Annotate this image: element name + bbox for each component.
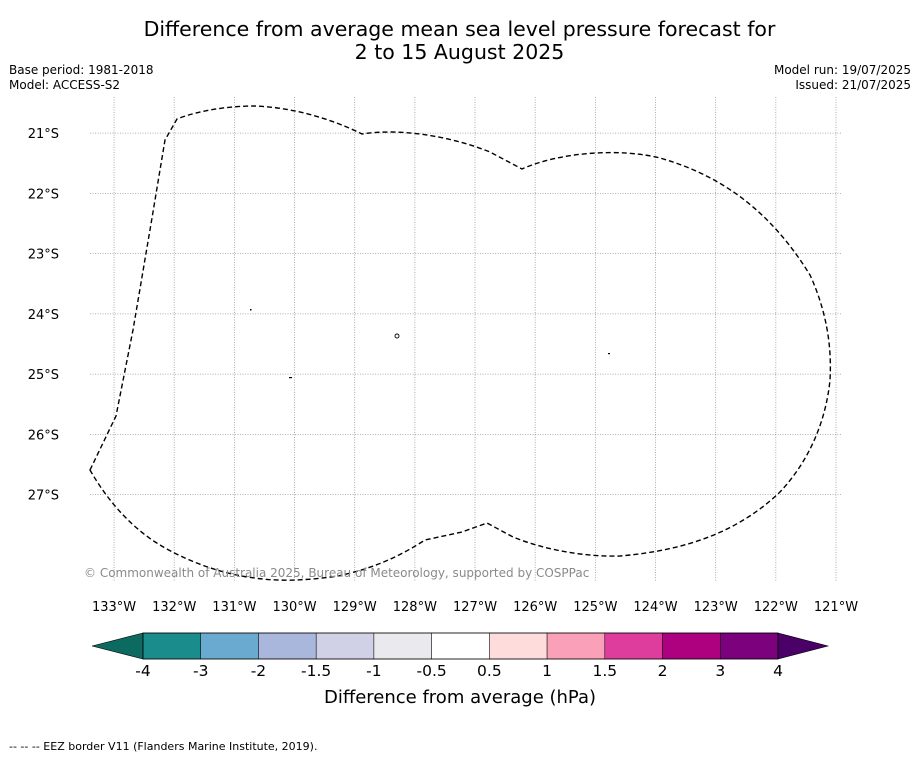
- lat-tick-label: 24°S: [28, 308, 59, 323]
- colorbar-tick-label: -1.5: [301, 662, 331, 680]
- island-mark: [394, 333, 400, 339]
- lat-tick-label: 26°S: [28, 428, 59, 443]
- colorbar-cell: [720, 632, 779, 660]
- colorbar-cell: [431, 632, 490, 660]
- lat-tick-label: 21°S: [28, 127, 59, 142]
- colorbar-tick-label: -1: [366, 662, 381, 680]
- eez-legend-footnote: -- -- -- EEZ border V11 (Flanders Marine…: [9, 740, 318, 753]
- island-mark: [250, 309, 252, 311]
- colorbar-tick-label: 1.5: [592, 662, 617, 680]
- lon-tick-label: 133°W: [92, 600, 136, 615]
- title-line-1: Difference from average mean sea level p…: [143, 17, 776, 41]
- lon-tick-label: 127°W: [453, 600, 497, 615]
- colorbar-outline: [142, 632, 779, 660]
- metadata-right: Model run: 19/07/2025 Issued: 21/07/2025: [774, 63, 911, 93]
- colorbar-cell: [546, 632, 606, 660]
- colorbar-cell: [604, 632, 663, 660]
- base-period: Base period: 1981-2018: [9, 63, 154, 77]
- eez-border: [89, 105, 832, 581]
- colorbar-tick-label: 1: [542, 662, 552, 680]
- lat-tick-label: 27°S: [28, 489, 59, 504]
- issued-date: Issued: 21/07/2025: [795, 78, 911, 92]
- map-title: Difference from average mean sea level p…: [0, 18, 919, 64]
- colorbar-cell: [373, 632, 432, 660]
- lon-tick-label: 121°W: [814, 600, 858, 615]
- lon-tick-label: 132°W: [152, 600, 196, 615]
- lon-tick-label: 130°W: [272, 600, 316, 615]
- colorbar-cell: [142, 632, 201, 660]
- lon-tick-label: 122°W: [754, 600, 798, 615]
- title-line-2: 2 to 15 August 2025: [354, 40, 565, 64]
- lon-tick-label: 131°W: [212, 600, 256, 615]
- model-name: Model: ACCESS-S2: [9, 78, 121, 92]
- lat-tick-label: 22°S: [28, 187, 59, 202]
- longitude-tick-labels: 133°W 132°W 131°W 130°W 129°W 128°W 127°W 126°W…: [92, 600, 858, 615]
- island-mark: [608, 353, 610, 355]
- lat-tick-label: 23°S: [28, 248, 59, 263]
- colorbar-tick-label: 3: [715, 662, 725, 680]
- colorbar-cell: [489, 632, 548, 660]
- colorbar-cell: [662, 632, 721, 660]
- colorbar-tick-label: 0.5: [477, 662, 502, 680]
- colorbar-tick-label: -2: [251, 662, 266, 680]
- lon-tick-label: 128°W: [393, 600, 437, 615]
- lon-tick-label: 126°W: [513, 600, 557, 615]
- colorbar-over-triangle: [777, 632, 830, 660]
- lon-tick-label: 124°W: [633, 600, 677, 615]
- colorbar-tick-label: 2: [658, 662, 668, 680]
- colorbar-cells: [142, 632, 779, 660]
- lon-tick-label: 125°W: [573, 600, 617, 615]
- colorbar-tick-label: -0.5: [417, 662, 447, 680]
- lat-tick-label: 25°S: [28, 368, 59, 383]
- copyright-notice: © Commonwealth of Australia 2025, Bureau…: [84, 566, 589, 580]
- colorbar-tick-label: 4: [773, 662, 783, 680]
- colorbar-cell: [200, 632, 259, 660]
- colorbar-cell: [315, 632, 375, 660]
- colorbar-under-triangle: [91, 632, 144, 660]
- latitude-tick-labels: 21°S 22°S 23°S 24°S 25°S 26°S 27°S: [28, 127, 59, 503]
- island-marks: [250, 309, 610, 379]
- colorbar-tick-labels: -4 -3 -2 -1.5 -1 -0.5 0.5 1 1.5 2 3 4: [135, 662, 783, 680]
- colorbar-cell: [258, 632, 317, 660]
- lon-tick-label: 123°W: [694, 600, 738, 615]
- colorbar-title: Difference from average (hPa): [324, 687, 596, 708]
- island-mark: [289, 377, 292, 379]
- lon-tick-label: 129°W: [333, 600, 377, 615]
- colorbar-tick-label: -4: [135, 662, 150, 680]
- colorbar: -4 -3 -2 -1.5 -1 -0.5 0.5 1 1.5 2 3 4 Difference fr…: [91, 632, 830, 708]
- graticule: [90, 97, 842, 582]
- model-run: Model run: 19/07/2025: [773, 63, 911, 77]
- metadata-left: Base period: 1981-2018 Model: ACCESS-S2: [9, 63, 154, 93]
- colorbar-tick-label: -3: [193, 662, 208, 680]
